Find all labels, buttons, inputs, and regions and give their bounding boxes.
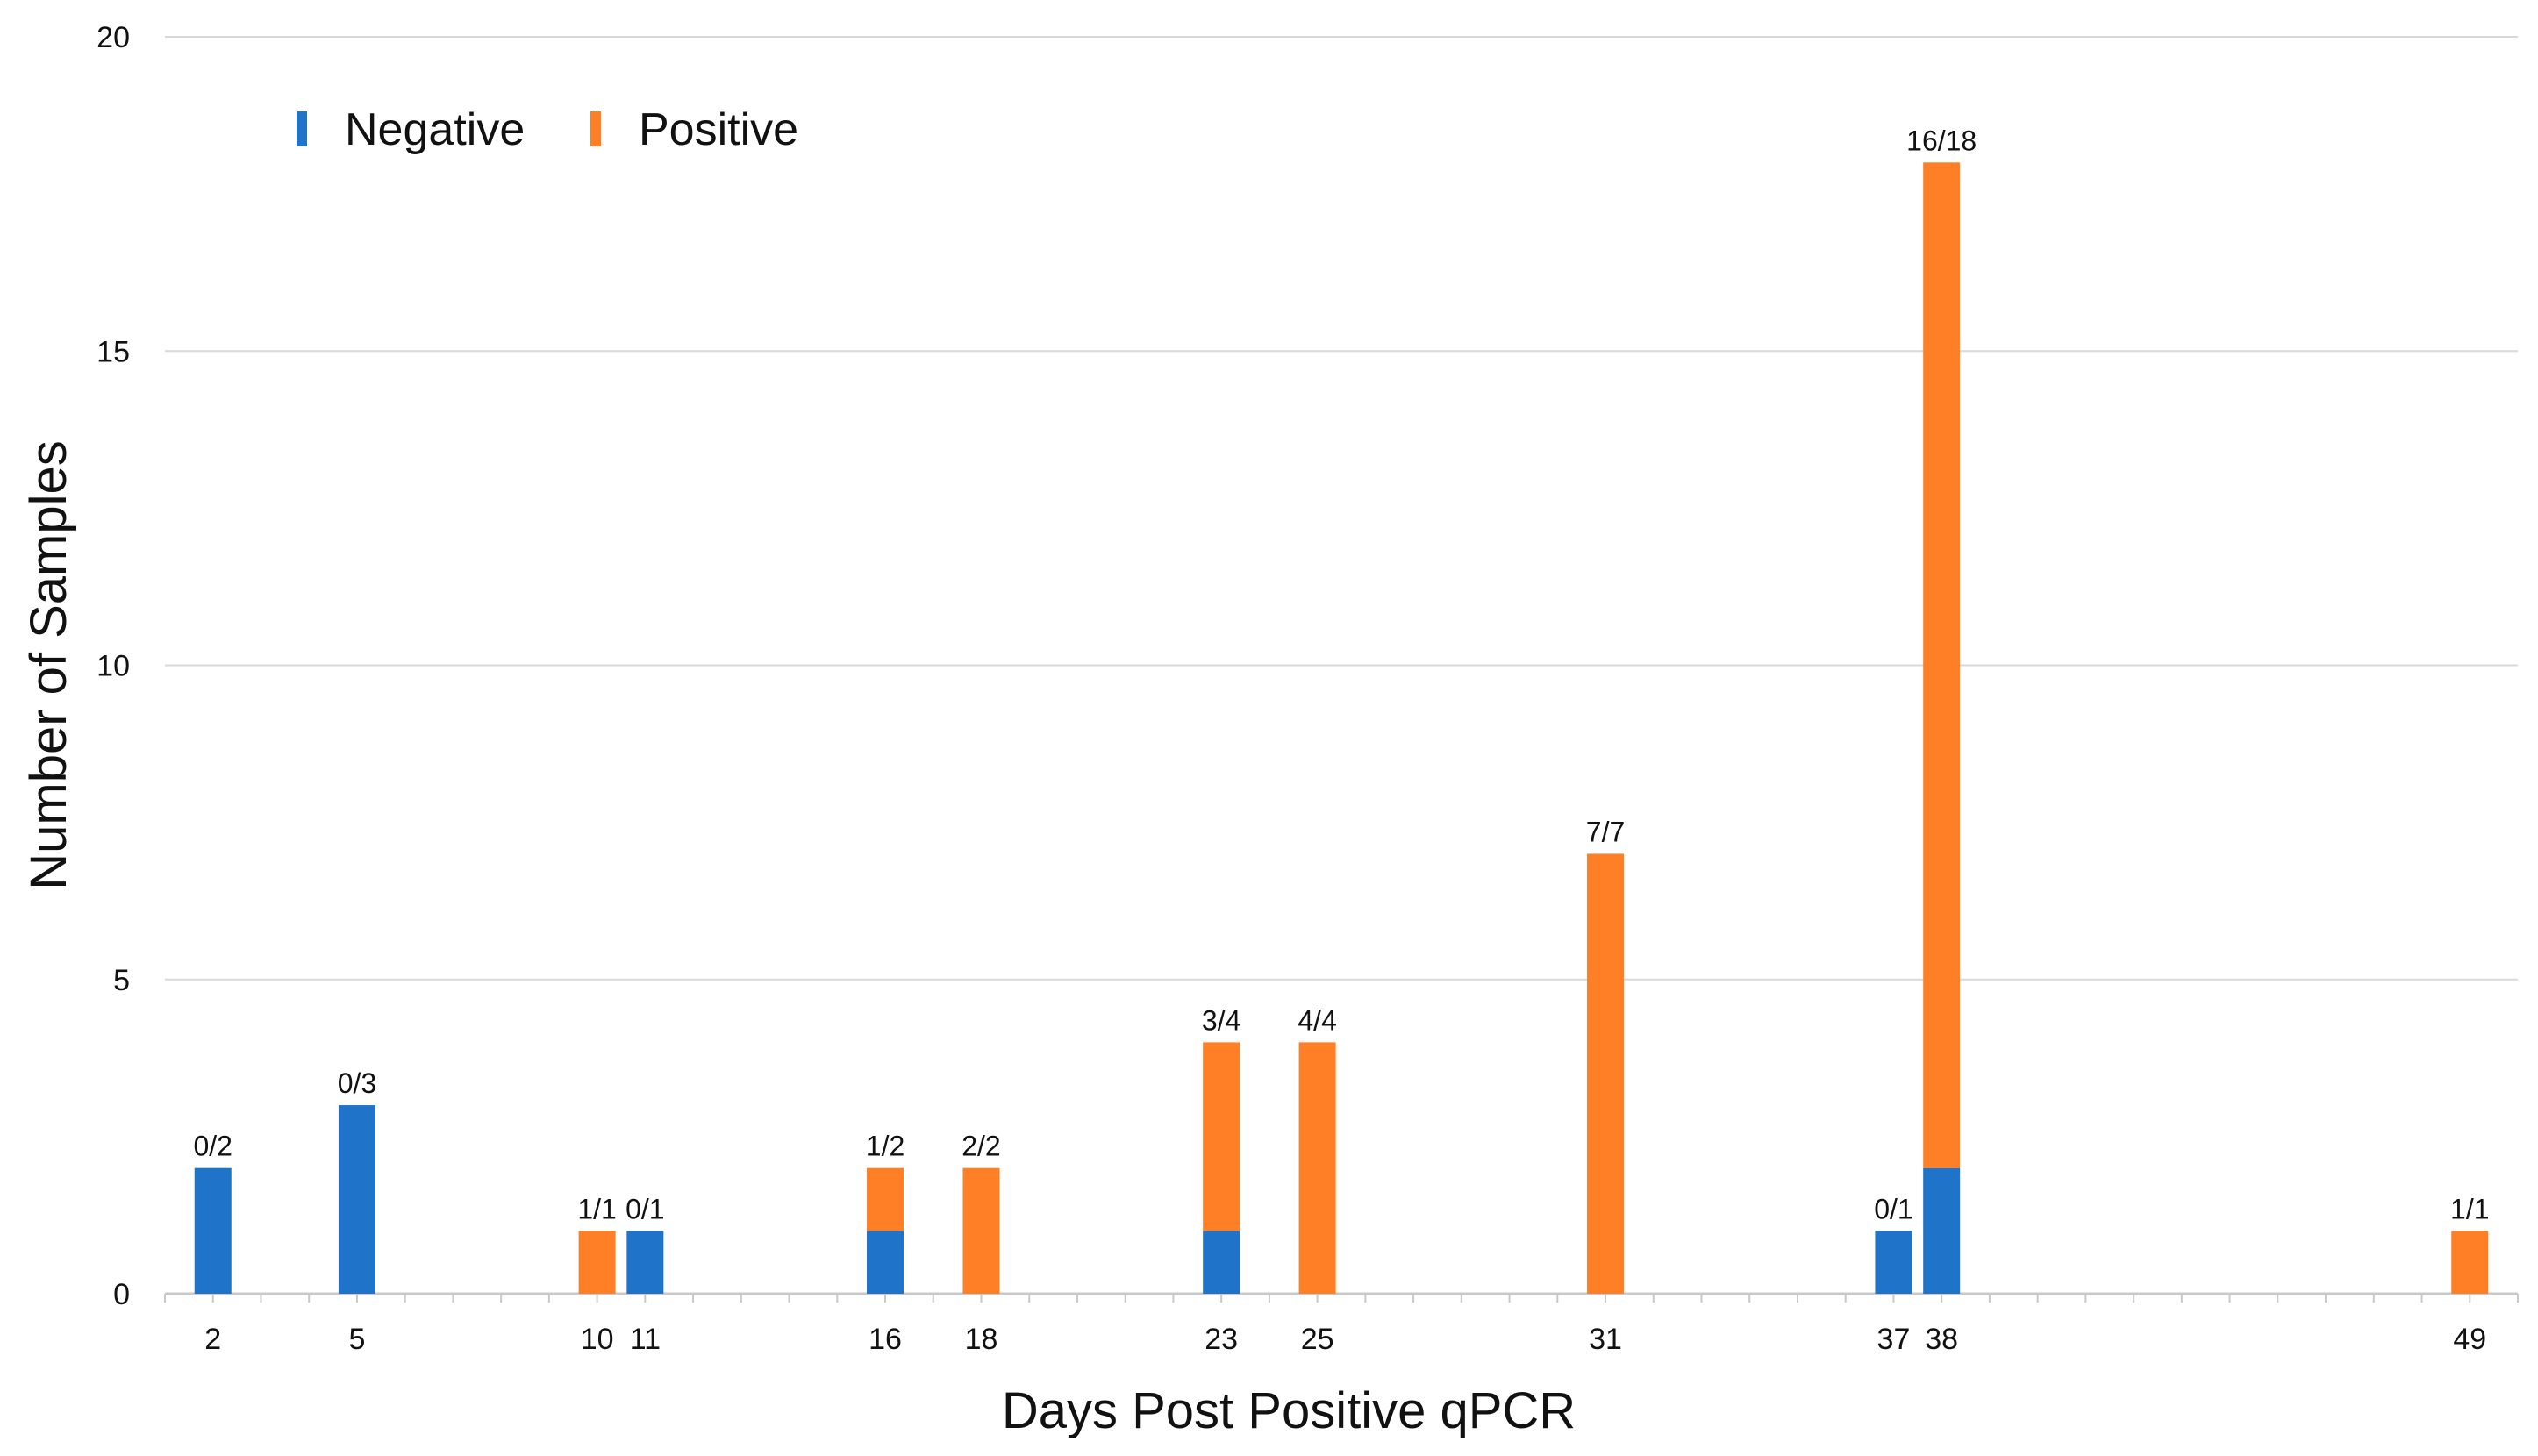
x-tick-label-37: 37 xyxy=(1877,1323,1911,1356)
data-label-day-37: 0/1 xyxy=(1874,1193,1912,1224)
bars xyxy=(194,162,2489,1294)
data-label-day-25: 4/4 xyxy=(1298,1004,1336,1036)
data-label-day-49: 1/1 xyxy=(2450,1193,2489,1224)
x-tick-label-10: 10 xyxy=(581,1323,614,1356)
legend-swatch-negative xyxy=(297,111,307,146)
legend-label-negative: Negative xyxy=(345,104,525,155)
bar-negative-day-2 xyxy=(194,1167,232,1294)
x-tick-label-31: 31 xyxy=(1589,1323,1622,1356)
x-tick-label-11: 11 xyxy=(630,1323,661,1356)
x-axis-title: Days Post Positive qPCR xyxy=(1002,1382,1576,1439)
bar-positive-day-18 xyxy=(962,1167,1000,1294)
x-tick-label-18: 18 xyxy=(965,1323,998,1356)
legend-swatch-positive xyxy=(590,111,601,146)
data-label-day-11: 0/1 xyxy=(626,1193,664,1224)
y-tick-label-15: 15 xyxy=(97,335,130,368)
bar-positive-day-25 xyxy=(1298,1042,1336,1294)
data-label-day-10: 1/1 xyxy=(577,1193,616,1224)
gridlines xyxy=(165,36,2518,981)
bar-positive-day-49 xyxy=(2451,1231,2489,1294)
data-label-day-31: 7/7 xyxy=(1586,816,1625,847)
bar-negative-day-38 xyxy=(1923,1167,1961,1294)
bar-negative-day-11 xyxy=(626,1231,664,1294)
bar-negative-day-37 xyxy=(1875,1231,1912,1294)
x-tick-label-25: 25 xyxy=(1301,1323,1334,1356)
data-label-day-18: 2/2 xyxy=(962,1131,1000,1162)
data-label-day-23: 3/4 xyxy=(1202,1004,1240,1036)
data-label-day-5: 0/3 xyxy=(338,1067,376,1099)
x-tick-label-38: 38 xyxy=(1925,1323,1958,1356)
bar-positive-day-38 xyxy=(1923,162,1961,1168)
bar-negative-day-23 xyxy=(1203,1231,1240,1294)
x-tick-label-16: 16 xyxy=(869,1323,902,1356)
data-labels: 0/2 0/3 1/1 0/1 1/2 2/2 3/4 4/4 7/7 0/1 16/18 1/1 xyxy=(193,125,2489,1224)
bar-negative-day-5 xyxy=(338,1105,375,1294)
data-label-day-16: 1/2 xyxy=(866,1131,904,1162)
bar-positive-day-16 xyxy=(867,1167,904,1231)
y-tick-label-10: 10 xyxy=(97,650,130,683)
legend-label-positive: Positive xyxy=(639,104,798,155)
x-tick-label-49: 49 xyxy=(2453,1323,2486,1356)
data-label-day-2: 0/2 xyxy=(193,1131,232,1162)
bar-negative-day-16 xyxy=(867,1231,904,1294)
y-tick-label-5: 5 xyxy=(113,964,130,997)
y-tick-label-20: 20 xyxy=(97,21,130,54)
bar-positive-day-31 xyxy=(1587,853,1625,1294)
bar-positive-day-23 xyxy=(1203,1042,1240,1231)
x-tick-label-2: 2 xyxy=(204,1323,221,1356)
data-label-day-38: 16/18 xyxy=(1906,125,1977,156)
x-tick-label-5: 5 xyxy=(348,1323,365,1356)
legend: Negative Positive xyxy=(297,104,798,155)
bar-positive-day-10 xyxy=(578,1231,616,1294)
x-tick-label-23: 23 xyxy=(1205,1323,1238,1356)
y-axis-title: Number of Samples xyxy=(20,440,77,890)
y-tick-label-0: 0 xyxy=(113,1278,130,1311)
